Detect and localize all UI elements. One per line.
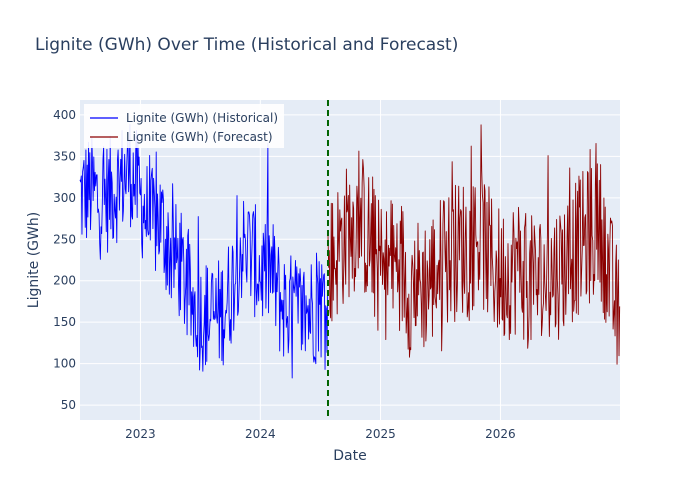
x-tick-label: 2025 (365, 427, 396, 441)
x-axis-title: Date (333, 448, 366, 464)
y-tick-label: 100 (53, 357, 76, 371)
y-tick-label: 350 (53, 149, 76, 163)
legend-label-historical: Lignite (GWh) (Historical) (126, 111, 278, 125)
legend-box (84, 104, 284, 148)
series-line-historical (79, 123, 329, 379)
y-tick-label: 150 (53, 315, 76, 329)
x-tick-label: 2024 (245, 427, 276, 441)
x-tick-labels: 2023 2024 2025 2026 (125, 427, 516, 441)
x-tick-label: 2023 (125, 427, 156, 441)
series-line-forecast (327, 124, 621, 365)
legend: Lignite (GWh) (Historical) Lignite (GWh)… (84, 104, 284, 148)
y-tick-label: 300 (53, 191, 76, 205)
x-tick-label: 2026 (485, 427, 516, 441)
y-tick-labels: 50 100 150 200 250 300 350 400 (53, 108, 76, 412)
series-layer (79, 123, 621, 379)
y-axis-title: Lignite (GWh) (26, 212, 42, 308)
y-tick-label: 250 (53, 232, 76, 246)
y-tick-label: 400 (53, 108, 76, 122)
chart-title: Lignite (GWh) Over Time (Historical and … (35, 35, 458, 55)
y-tick-label: 50 (61, 398, 76, 412)
legend-label-forecast: Lignite (GWh) (Forecast) (126, 130, 273, 144)
y-tick-label: 200 (53, 274, 76, 288)
